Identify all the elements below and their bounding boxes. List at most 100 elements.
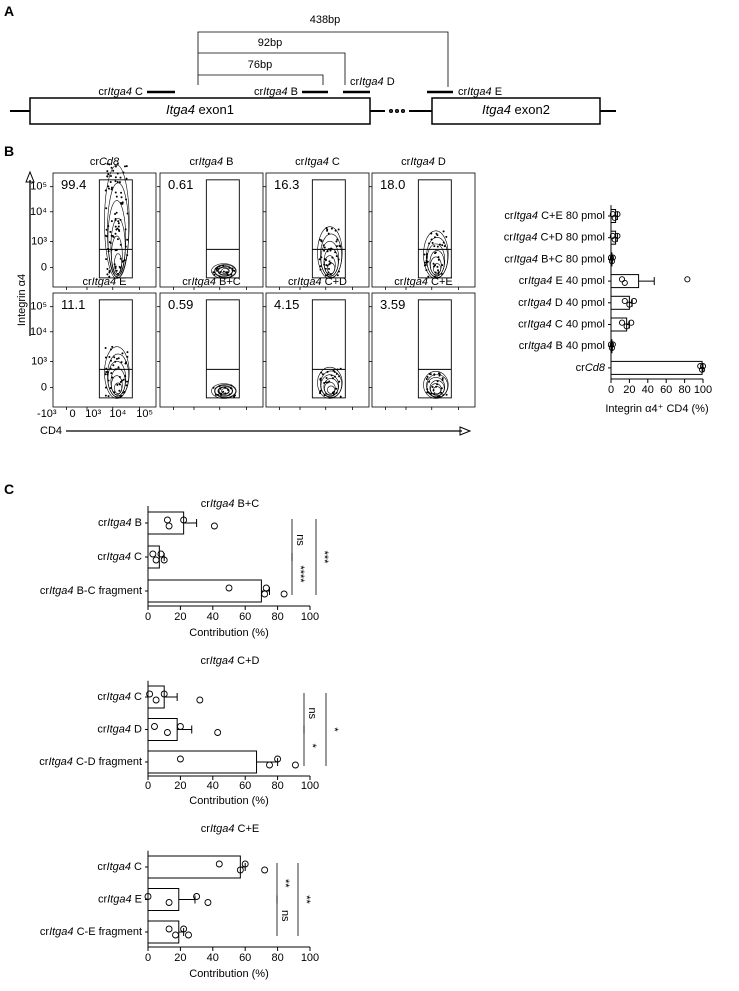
event-dot <box>437 256 440 259</box>
text-run: Itga4 <box>107 691 131 703</box>
text-run: cr <box>200 655 210 667</box>
event-dot <box>326 264 329 267</box>
text-run: cr <box>518 297 528 309</box>
x-tick-label: 20 <box>174 780 186 792</box>
text-run: 80 <box>271 611 283 623</box>
event-dot <box>106 170 109 173</box>
text-run: C+D <box>322 276 347 288</box>
event-dot <box>320 371 323 374</box>
data-point <box>152 696 160 704</box>
event-dot <box>427 391 430 394</box>
x-tick-label: 80 <box>271 780 283 792</box>
event-dot <box>121 391 124 394</box>
bar <box>147 579 262 603</box>
event-dot <box>333 390 336 393</box>
ellipsis-dot <box>400 108 406 114</box>
event-dot <box>231 269 234 272</box>
event-dot <box>329 261 332 264</box>
event-dot <box>319 268 322 271</box>
plot-frame <box>159 172 264 288</box>
event-dot <box>119 257 122 260</box>
event-dot <box>106 162 109 165</box>
data-point <box>607 341 615 348</box>
event-dot <box>117 220 120 223</box>
data-point <box>618 276 626 283</box>
event-dot <box>332 369 335 372</box>
event-dot <box>215 268 218 271</box>
event-dot <box>114 219 117 222</box>
text-run: 0 <box>41 382 47 394</box>
plot-frame <box>265 172 370 288</box>
gate <box>311 299 346 399</box>
event-dot <box>104 356 107 359</box>
event-dot <box>104 189 107 192</box>
event-dot <box>441 378 444 381</box>
event-dot <box>222 264 225 267</box>
data-point <box>214 729 222 736</box>
x-tick-label: 60 <box>239 780 251 792</box>
text-run: cr <box>288 276 298 288</box>
x-tick-label: 10³ <box>85 408 101 420</box>
event-dot <box>113 356 116 359</box>
text-run: B <box>223 156 233 168</box>
event-dot <box>126 380 129 383</box>
text-run: B <box>288 86 298 98</box>
gate-percent: 16.3 <box>274 177 299 192</box>
text-run: 0 <box>608 384 614 396</box>
text-run: Itga4 <box>107 517 131 529</box>
contour <box>114 253 123 274</box>
event-dot <box>231 267 234 270</box>
plot-title: crItga4 C+E <box>394 276 452 288</box>
data-point <box>614 232 621 239</box>
event-dot <box>433 265 436 268</box>
text-run: cr <box>458 86 468 98</box>
text-run: Itga4 <box>107 861 131 873</box>
event-dot <box>126 238 129 241</box>
text-run: Itga4 <box>304 156 328 168</box>
contour <box>218 267 230 275</box>
text-run: C <box>4 481 14 497</box>
event-dot <box>329 273 332 276</box>
text-run: 0 <box>145 611 151 623</box>
event-dot <box>226 273 229 276</box>
category-label: crItga4 E 40 pmol <box>519 275 605 287</box>
event-dot <box>434 271 437 274</box>
guide-label: crItga4 B <box>254 86 298 98</box>
event-dot <box>328 380 331 383</box>
data-point <box>172 931 179 939</box>
data-point <box>236 866 244 874</box>
text-run: Itga4 <box>199 156 223 168</box>
error-bar <box>183 519 198 527</box>
event-dot <box>442 230 445 233</box>
event-dot <box>122 260 125 263</box>
event-dot <box>108 270 111 273</box>
event-dot <box>120 191 123 194</box>
distance-brackets <box>197 31 449 87</box>
event-dot <box>116 227 119 230</box>
data-point <box>699 366 706 373</box>
text-run: Integrin α4⁺ CD4 (%) <box>605 403 708 415</box>
event-dot <box>126 254 129 257</box>
event-dot <box>107 395 110 398</box>
text-run: CD4 <box>40 425 62 437</box>
category-label: crItga4 D 40 pmol <box>518 297 605 309</box>
text-run: cr <box>40 585 50 597</box>
text-run: cr <box>97 723 107 735</box>
bar <box>610 360 703 375</box>
text-run: Integrin α4 <box>16 274 28 326</box>
data-point <box>280 590 288 598</box>
significance-label: **** <box>294 565 306 583</box>
event-dot <box>331 377 334 380</box>
plot-frame <box>52 172 157 288</box>
event-dot <box>326 250 329 253</box>
text-run: 18.0 <box>380 177 405 192</box>
x-tick-label: 60 <box>239 952 251 964</box>
event-dot <box>126 355 129 358</box>
event-dot <box>320 240 323 243</box>
event-dot <box>335 387 338 390</box>
data-point <box>266 761 273 769</box>
event-dot <box>124 228 127 231</box>
text-run: 0 <box>145 780 151 792</box>
gate-percent: 0.61 <box>168 177 193 192</box>
